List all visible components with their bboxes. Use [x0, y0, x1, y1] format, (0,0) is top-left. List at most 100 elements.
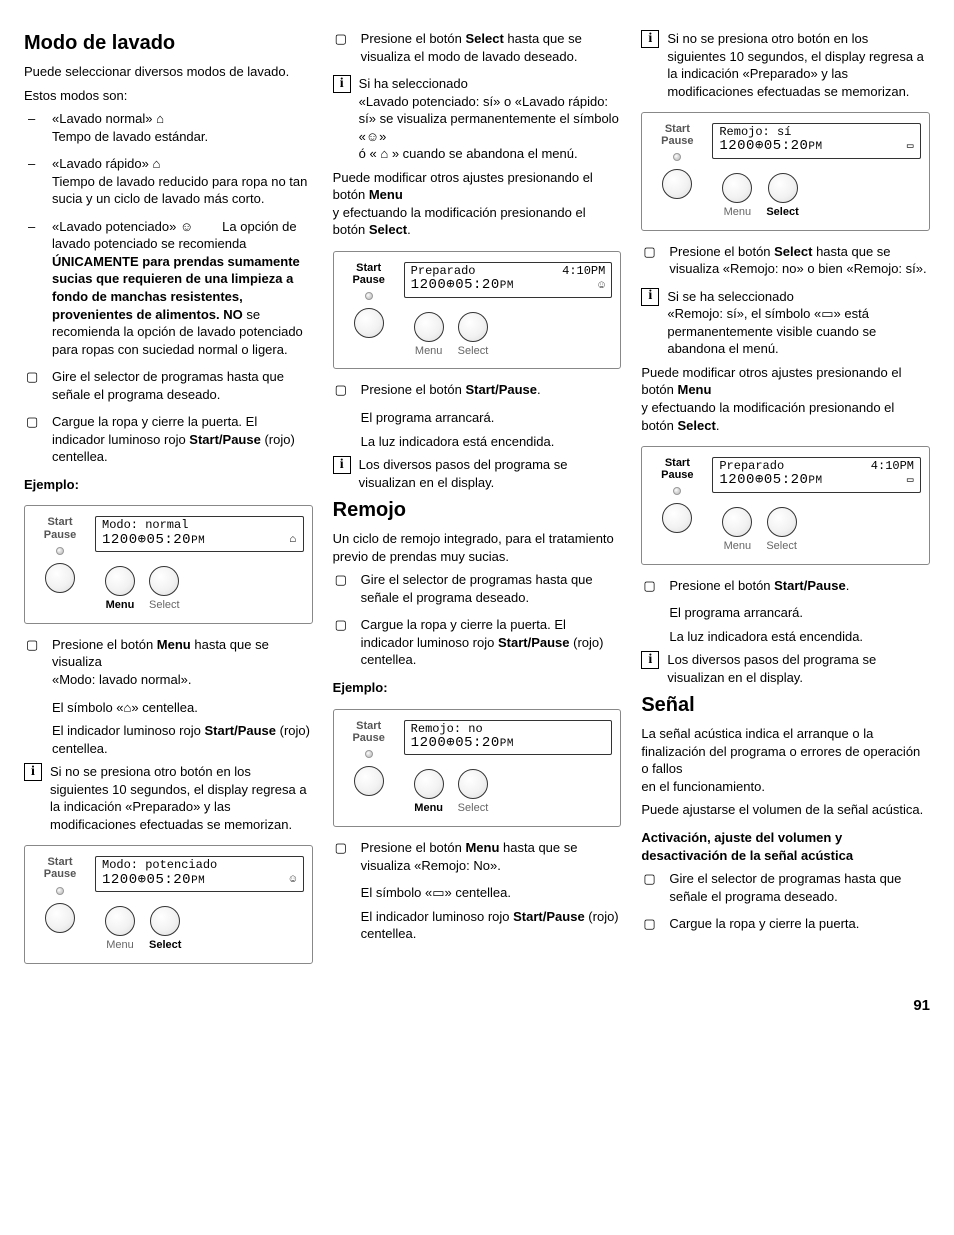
- text: Estos modos son:: [24, 87, 313, 105]
- start-pause-button[interactable]: [45, 563, 75, 593]
- text: Los diversos pasos del programa se visua…: [667, 651, 930, 686]
- text: Un ciclo de remojo integrado, para el tr…: [333, 530, 622, 565]
- page-number: 91: [24, 996, 930, 1016]
- text: La señal acústica indica el arranque o l…: [641, 725, 930, 795]
- info-note: i Si no se presiona otro botón en los si…: [24, 763, 313, 833]
- text: El símbolo «⌂» centellea.: [24, 699, 313, 717]
- list-item: Presione el botón Start/Pause.: [641, 577, 930, 595]
- text-bold: Start/Pause: [189, 432, 261, 447]
- start-pause-button[interactable]: [45, 903, 75, 933]
- control-panel: StartPause Preparado4:10PM 1200⊕05:20PM▭…: [641, 446, 930, 564]
- text: «Modo: lavado normal».: [52, 672, 191, 687]
- start-pause-button[interactable]: [354, 308, 384, 338]
- text: Tiempo de lavado reducido para ropa no t…: [52, 174, 307, 207]
- menu-label: Menu: [722, 539, 752, 554]
- text: Si ha seleccionado: [359, 76, 468, 91]
- menu-button[interactable]: [105, 566, 135, 596]
- list-item: Cargue la ropa y cierre la puerta. El in…: [333, 616, 622, 669]
- start-pause-label: StartPause: [342, 262, 396, 286]
- select-button[interactable]: [768, 173, 798, 203]
- text: Presione el botón: [52, 637, 157, 652]
- select-label: Select: [149, 938, 181, 953]
- start-pause-button[interactable]: [354, 766, 384, 796]
- power-wash-icon: ☺: [290, 874, 297, 886]
- heading-ejemplo: Ejemplo:: [333, 679, 622, 697]
- info-icon: i: [641, 651, 659, 669]
- text: Puede seleccionar diversos modos de lava…: [24, 63, 313, 81]
- text: «Remojo: sí», el símbolo «▭» está perman…: [667, 306, 876, 356]
- start-pause-label: StartPause: [650, 457, 704, 481]
- list-item: Presione el botón Menu hasta que se visu…: [24, 636, 313, 689]
- menu-button[interactable]: [414, 769, 444, 799]
- list-item: Cargue la ropa y cierre la puerta.: [641, 915, 930, 933]
- power-wash-icon: ☺: [598, 280, 605, 292]
- list-item: «Lavado potenciado» ☺ La opción de lavad…: [24, 218, 313, 358]
- normal-wash-icon: ⌂: [290, 534, 297, 546]
- led-icon: [365, 750, 373, 758]
- text: Si no se presiona otro botón en los sigu…: [667, 30, 930, 100]
- control-panel: StartPause Modo: normal 1200⊕05:20PM⌂ Me…: [24, 505, 313, 623]
- text: Los diversos pasos del programa se visua…: [359, 456, 622, 491]
- display: Remojo: sí 1200⊕05:20PM▭: [712, 123, 921, 159]
- select-button[interactable]: [150, 906, 180, 936]
- info-note: i Si no se presiona otro botón en los si…: [641, 30, 930, 100]
- list-item: Presione el botón Select hasta que se vi…: [641, 243, 930, 278]
- led-icon: [673, 487, 681, 495]
- heading-modo: Modo de lavado: [24, 30, 313, 57]
- info-note: i Si ha seleccionado «Lavado potenciado:…: [333, 75, 622, 163]
- info-note: i Si se ha seleccionado «Remojo: sí», el…: [641, 288, 930, 358]
- select-label: Select: [766, 539, 797, 554]
- list-item: Presione el botón Start/Pause.: [333, 381, 622, 399]
- display: Modo: normal 1200⊕05:20PM⌂: [95, 516, 304, 552]
- control-panel: StartPause Remojo: no 1200⊕05:20PM Menu …: [333, 709, 622, 827]
- heading-senal: Señal: [641, 692, 930, 719]
- text: El símbolo «▭» centellea.: [333, 884, 622, 902]
- led-icon: [56, 547, 64, 555]
- select-button[interactable]: [767, 507, 797, 537]
- start-pause-label: StartPause: [33, 516, 87, 540]
- select-label: Select: [149, 598, 180, 613]
- menu-button[interactable]: [722, 507, 752, 537]
- soak-icon: ▭: [907, 475, 914, 487]
- control-panel: StartPause Preparado4:10PM 1200⊕05:20PM☺…: [333, 251, 622, 369]
- soak-icon: ▭: [907, 141, 914, 153]
- led-icon: [673, 153, 681, 161]
- info-icon: i: [24, 763, 42, 781]
- menu-label: Menu: [414, 344, 444, 359]
- text: «Lavado rápido»: [52, 156, 149, 171]
- list-item: «Lavado rápido» ⌂ Tiempo de lavado reduc…: [24, 155, 313, 208]
- normal-wash-icon: ⌂: [156, 111, 164, 126]
- list-item: Presione el botón Menu hasta que se visu…: [333, 839, 622, 874]
- menu-button[interactable]: [105, 906, 135, 936]
- select-button[interactable]: [458, 312, 488, 342]
- list-item: Cargue la ropa y cierre la puerta. El in…: [24, 413, 313, 466]
- info-note: i Los diversos pasos del programa se vis…: [333, 456, 622, 491]
- text-bold: Menu: [157, 637, 191, 652]
- led-icon: [56, 887, 64, 895]
- heading-activacion: Activación, ajuste del volumen y desacti…: [641, 829, 930, 864]
- start-pause-label: StartPause: [650, 123, 704, 147]
- text: La luz indicadora está encendida.: [641, 628, 930, 646]
- select-button[interactable]: [458, 769, 488, 799]
- text: «Lavado potenciado: sí» o «Lavado rápido…: [359, 94, 619, 144]
- text: El indicador luminoso rojo Start/Pause (…: [24, 722, 313, 757]
- display: Preparado4:10PM 1200⊕05:20PM☺: [404, 262, 613, 298]
- text: El indicador luminoso rojo Start/Pause (…: [333, 908, 622, 943]
- info-icon: i: [641, 30, 659, 48]
- start-pause-button[interactable]: [662, 503, 692, 533]
- text: El programa arrancará.: [641, 604, 930, 622]
- select-label: Select: [458, 344, 489, 359]
- menu-label: Menu: [105, 938, 135, 953]
- select-button[interactable]: [149, 566, 179, 596]
- menu-button[interactable]: [722, 173, 752, 203]
- menu-button[interactable]: [414, 312, 444, 342]
- display: Remojo: no 1200⊕05:20PM: [404, 720, 613, 756]
- list-item: Gire el selector de programas hasta que …: [333, 571, 622, 606]
- text: ó « ⌂ » cuando se abandona el menú.: [359, 146, 578, 161]
- info-icon: i: [641, 288, 659, 306]
- start-pause-button[interactable]: [662, 169, 692, 199]
- info-icon: i: [333, 75, 351, 93]
- menu-label: Menu: [105, 598, 135, 613]
- text: Tempo de lavado estándar.: [52, 129, 208, 144]
- list-item: Presione el botón Select hasta que se vi…: [333, 30, 622, 65]
